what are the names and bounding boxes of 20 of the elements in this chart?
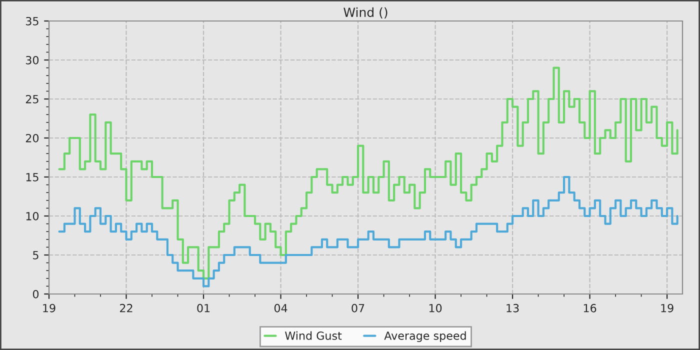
x-tick-label: 16 — [584, 304, 596, 312]
x-tick-label: 19 — [43, 304, 56, 312]
x-tick-label: 04 — [274, 304, 288, 312]
legend-label: Wind Gust — [285, 331, 342, 340]
x-tick-label: 10 — [429, 304, 442, 312]
legend-label: Average speed — [384, 331, 466, 342]
y-tick-label: 10 — [26, 212, 39, 220]
y-tick-label: 5 — [33, 251, 38, 260]
x-tick-label: 19 — [661, 304, 674, 312]
y-tick-label: 35 — [26, 16, 38, 26]
x-tick-label: 07 — [352, 304, 364, 312]
y-tick-label: 30 — [26, 56, 39, 64]
x-tick-label: 01 — [197, 304, 210, 312]
y-tick-label: 25 — [26, 94, 38, 104]
y-tick-label: 15 — [26, 173, 38, 182]
chart-title: Wind () — [344, 7, 388, 18]
y-tick-label: 0 — [32, 290, 39, 298]
y-tick-label: 20 — [26, 134, 39, 142]
x-tick-label: 13 — [506, 304, 519, 312]
x-tick-label: 22 — [120, 304, 132, 312]
